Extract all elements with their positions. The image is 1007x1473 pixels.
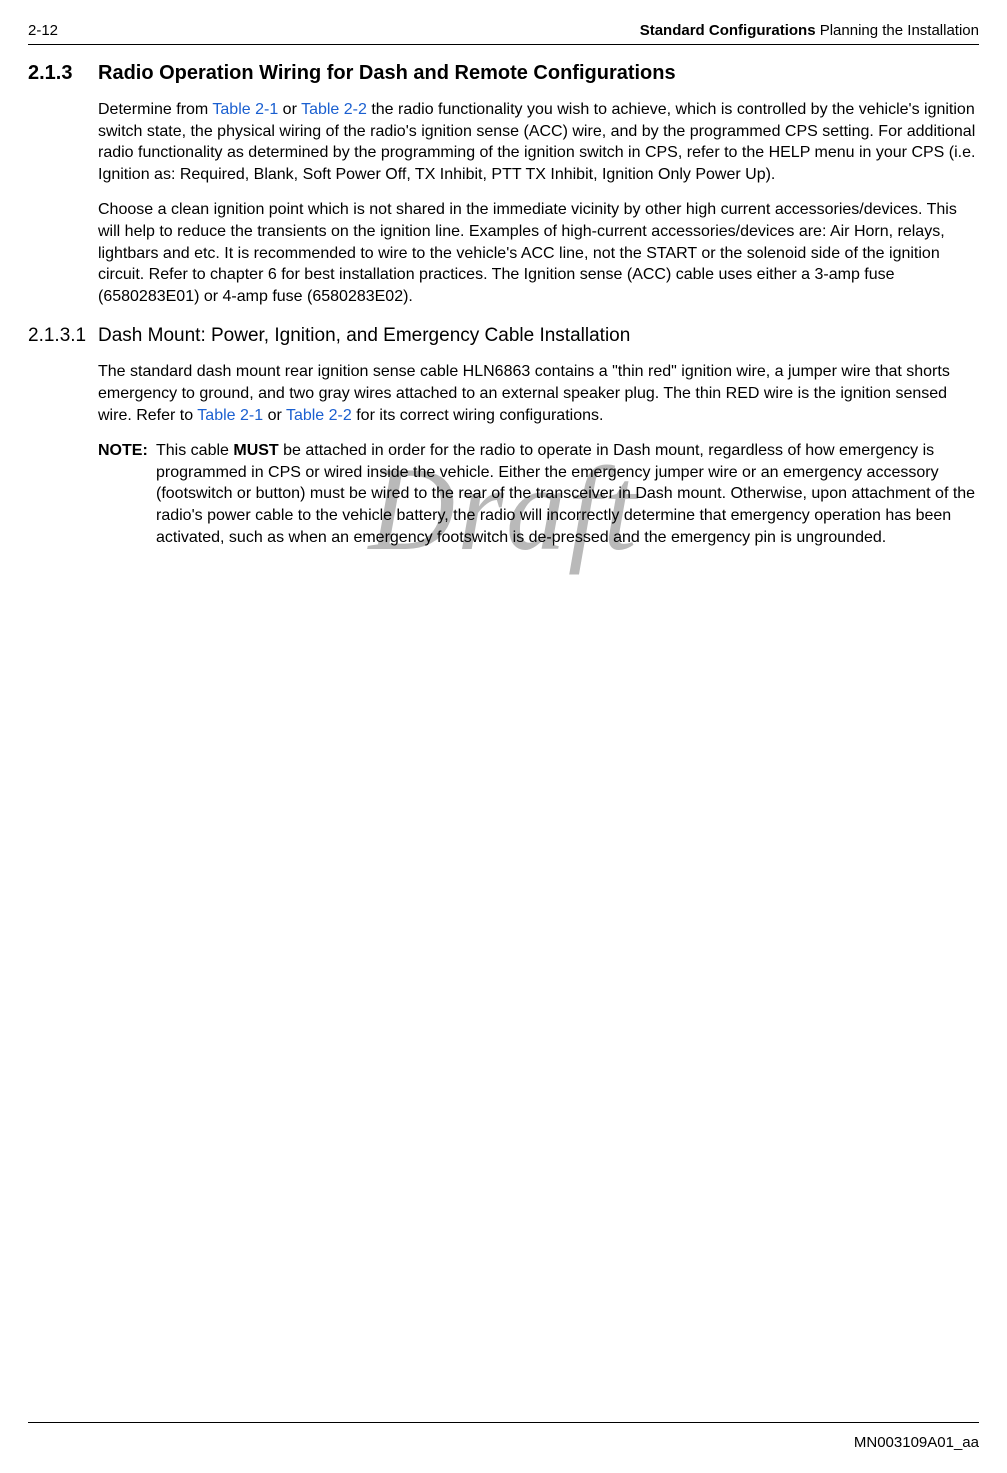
page: 2-12 Standard Configurations Planning th…	[0, 0, 1007, 1473]
text: be attached in order for the radio to op…	[156, 442, 975, 545]
section-title: Radio Operation Wiring for Dash and Remo…	[98, 62, 676, 84]
must-emphasis: MUST	[233, 442, 278, 459]
text: or	[263, 407, 286, 424]
table-2-1-link[interactable]: Table 2-1	[197, 407, 263, 424]
section-2-1-3-1-body: The standard dash mount rear ignition se…	[98, 361, 979, 426]
text: This cable	[156, 442, 233, 459]
footer-doc-id: MN003109A01_aa	[854, 1434, 979, 1451]
heading-2-1-3: 2.1.3Radio Operation Wiring for Dash and…	[28, 62, 979, 85]
note-label: NOTE:	[98, 440, 156, 462]
content: 2.1.3Radio Operation Wiring for Dash and…	[28, 62, 979, 548]
section-number: 2.1.3.1	[28, 325, 98, 347]
top-rule	[28, 44, 979, 45]
note-text: This cable MUST be attached in order for…	[156, 440, 979, 548]
text: for its correct wiring configurations.	[352, 407, 604, 424]
heading-2-1-3-1: 2.1.3.1Dash Mount: Power, Ignition, and …	[28, 325, 979, 347]
header-title-bold: Standard Configurations	[640, 22, 816, 39]
page-header: 2-12 Standard Configurations Planning th…	[28, 22, 979, 39]
header-title: Standard Configurations Planning the Ins…	[640, 22, 979, 39]
section-title: Dash Mount: Power, Ignition, and Emergen…	[98, 325, 630, 346]
paragraph: Choose a clean ignition point which is n…	[98, 199, 979, 307]
paragraph: Determine from Table 2-1 or Table 2-2 th…	[98, 99, 979, 185]
text: Determine from	[98, 101, 212, 118]
paragraph: The standard dash mount rear ignition se…	[98, 361, 979, 426]
section-number: 2.1.3	[28, 62, 98, 85]
page-number: 2-12	[28, 22, 58, 39]
bottom-rule	[28, 1422, 979, 1423]
table-2-2-link[interactable]: Table 2-2	[286, 407, 352, 424]
note-block: NOTE: This cable MUST be attached in ord…	[98, 440, 979, 548]
header-title-rest: Planning the Installation	[816, 22, 979, 39]
section-2-1-3-body: Determine from Table 2-1 or Table 2-2 th…	[98, 99, 979, 307]
text: or	[278, 101, 301, 118]
table-2-1-link[interactable]: Table 2-1	[212, 101, 278, 118]
table-2-2-link[interactable]: Table 2-2	[301, 101, 367, 118]
